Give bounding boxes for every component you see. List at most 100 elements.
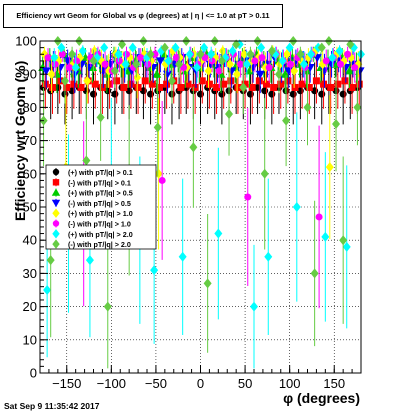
y-tick-label: 70 [23,133,37,148]
data-point [101,60,109,68]
data-point [353,102,362,113]
data-point [41,67,51,76]
data-point [246,90,254,98]
data-point [51,60,59,68]
data-point [71,62,80,73]
data-point [57,42,66,53]
data-point [46,255,55,266]
data-point [217,55,226,66]
x-tick-label: −150 [52,376,81,391]
data-point [274,69,283,80]
data-point [237,60,245,68]
data-point [103,301,112,312]
data-point [100,42,109,53]
legend-entry-label: (+) with pT/|q| > 1.0 [68,209,133,218]
data-point [239,82,248,93]
data-point [203,278,212,289]
data-point [242,59,251,70]
data-point [56,77,64,85]
data-point [96,112,105,123]
data-point [284,77,292,85]
y-tick-label: 40 [23,233,37,248]
data-point [133,72,142,83]
legend-entry-label: (+) with pT/|q| > 2.0 [68,230,133,239]
data-point [296,49,305,60]
data-point [184,80,192,88]
data-point [58,50,66,58]
data-point [50,52,59,63]
x-axis-label: φ (degrees) [283,390,360,406]
data-point [244,193,252,201]
data-point [127,80,135,88]
x-tick-label: 50 [238,376,252,391]
data-point [120,83,128,91]
data-point [318,90,326,98]
data-point [178,251,187,262]
data-point [320,80,328,88]
y-tick-label: 50 [23,200,37,215]
data-point [317,42,326,53]
data-point [213,83,221,91]
legend-marker [52,229,60,239]
data-point [336,60,344,68]
legend-entry-label: (+) with pT/|q| > 0.1 [68,168,133,177]
data-point [267,45,276,56]
data-point [144,60,152,68]
data-point [150,265,159,276]
data-point [70,80,78,88]
data-point [342,241,351,252]
data-point [292,202,301,212]
data-point [110,65,119,76]
data-point [250,301,258,312]
legend-entry-label: (-) with pT/|q| > 1.0 [68,220,131,229]
legend-marker [52,179,60,186]
data-point [172,54,180,62]
legend: (+) with pT/|q| > 0.1(-) with pT/|q| > 0… [45,164,157,250]
data-point [41,80,49,88]
data-point [158,176,166,184]
data-point [315,213,323,221]
data-point [77,83,85,91]
data-point [240,49,249,60]
data-point [154,168,163,179]
data-point [220,80,228,88]
data-point [312,77,320,85]
data-point [290,65,299,76]
data-point [255,77,263,85]
data-point [185,49,194,60]
data-point [258,54,266,62]
data-point [198,77,206,85]
data-point [344,50,352,58]
data-point [346,39,355,50]
data-point [261,87,269,95]
legend-marker [52,208,60,218]
data-point [91,80,99,88]
data-point [305,83,313,91]
data-point [192,62,201,73]
data-point [307,49,316,60]
legend-entry-label: (-) with pT/|q| > 2.0 [68,240,131,249]
timestamp: Sat Sep 9 11:35:42 2017 [4,401,100,411]
y-tick-label: 100 [15,34,37,49]
y-tick-label: 20 [23,299,37,314]
data-point [90,90,97,98]
data-point [82,155,91,166]
data-point [234,83,242,91]
data-point [171,42,180,53]
legend-marker [52,239,60,249]
legend-marker [52,168,60,176]
y-tick-label: 0 [30,366,37,381]
data-point [48,83,56,91]
data-point [60,75,69,86]
data-point [328,52,337,63]
y-tick-label: 80 [23,100,37,115]
data-point [233,69,242,80]
data-point [43,285,52,295]
data-point [68,49,77,60]
data-point [65,64,73,72]
legend-entry-label: (+) with pT/|q| > 0.5 [68,189,133,198]
data-point [121,59,130,70]
data-point [78,45,87,56]
data-point [155,57,165,66]
x-tick-label: −50 [145,376,167,391]
